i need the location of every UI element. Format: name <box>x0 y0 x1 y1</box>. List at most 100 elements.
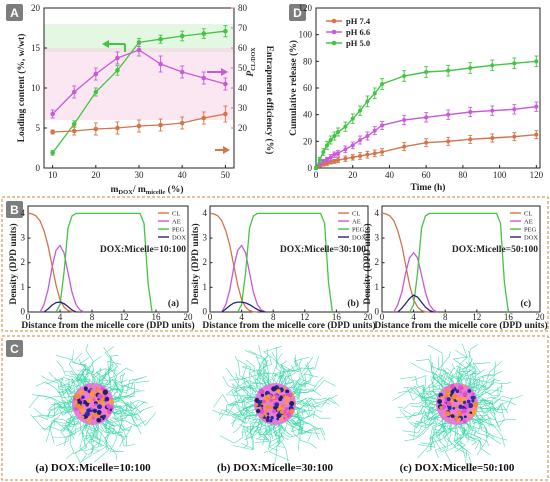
peg-strand <box>399 408 436 420</box>
y-right-tick-label: 30 <box>238 103 248 113</box>
x-axis-title: Distance from the micelle core (DPD unit… <box>21 320 194 331</box>
core-bead <box>85 403 89 407</box>
y-tick-label: 0 <box>36 163 41 173</box>
series-line-ae <box>221 244 266 313</box>
y-tick-label: 1 <box>203 282 208 292</box>
peg-strand <box>106 408 141 421</box>
data-point <box>534 104 539 109</box>
peg-strand <box>74 419 97 465</box>
core-bead <box>459 390 463 394</box>
core-bead <box>89 391 95 397</box>
data-point <box>343 156 348 161</box>
peg-strand <box>273 364 290 382</box>
x-tick-label: 0 <box>380 312 385 322</box>
peg-strand <box>72 352 89 388</box>
y-right-axis-title: Entrapment efficiency (%) <box>264 46 275 155</box>
core-bead <box>450 389 455 394</box>
x-axis-title: Time (h) <box>411 182 446 193</box>
data-point <box>332 159 337 164</box>
data-point <box>325 143 330 148</box>
peg-strand <box>289 383 306 400</box>
core-bead <box>99 390 104 395</box>
panel-a-badge: A <box>6 4 23 21</box>
peg-strand <box>112 401 140 411</box>
x-tick-label: 16 <box>332 312 342 322</box>
peg-strand <box>41 415 75 432</box>
panel-c-badge: C <box>6 340 23 357</box>
y-right-tick-label: 50 <box>238 63 248 73</box>
series-line-peg <box>409 212 510 313</box>
peg-strand <box>413 412 444 440</box>
peg-strand <box>95 421 117 461</box>
core-bead <box>285 392 289 397</box>
peg-strand <box>455 349 468 385</box>
data-point <box>50 150 55 156</box>
core-bead <box>279 417 284 421</box>
peg-strand <box>468 360 503 395</box>
core-bead <box>461 405 465 409</box>
sub-panel-label: (c) <box>520 298 531 309</box>
micelle-caption: (c) DOX:Micelle=50:100 <box>400 462 515 474</box>
peg-strand <box>473 410 502 432</box>
peg-strand <box>291 376 325 397</box>
data-point <box>372 151 377 156</box>
series-line-dox <box>43 301 77 313</box>
data-point <box>358 108 363 113</box>
peg-strand <box>273 422 285 467</box>
data-point <box>328 155 333 160</box>
y-tick-label: 1 <box>21 282 26 292</box>
panel-d-badge: D <box>289 4 306 21</box>
core-bead <box>77 400 83 405</box>
data-point <box>512 107 517 112</box>
core-bead <box>269 419 273 423</box>
y-tick-label: 80 <box>303 56 313 66</box>
peg-strand <box>268 417 290 461</box>
data-point <box>343 147 348 152</box>
panel-b-frame <box>1 196 549 332</box>
core-bead <box>282 394 286 398</box>
micelle-2 <box>212 344 340 467</box>
core-bead <box>451 394 457 400</box>
legend-label: PEG <box>352 226 365 233</box>
y-tick-label: 2 <box>203 257 208 267</box>
core-bead <box>266 415 270 419</box>
core-bead <box>457 417 461 421</box>
core-bead <box>96 409 102 415</box>
core-bead <box>260 404 264 408</box>
data-point <box>350 155 355 160</box>
peg-strand <box>278 422 289 464</box>
core-bead <box>86 398 92 404</box>
peg-strand <box>479 405 504 414</box>
data-point <box>71 89 77 95</box>
peg-strand <box>68 418 80 426</box>
peg-strand <box>432 356 448 389</box>
peg-strand <box>288 379 336 399</box>
data-point <box>317 158 322 162</box>
core-bead <box>94 403 98 407</box>
peg-strand <box>421 385 438 396</box>
peg-strand <box>227 389 254 403</box>
peg-strand <box>56 360 83 393</box>
peg-strand <box>229 400 258 411</box>
core-bead <box>269 398 273 403</box>
core-bead <box>276 389 281 394</box>
data-point <box>512 134 517 139</box>
core-bead <box>74 400 78 404</box>
data-point <box>179 33 185 39</box>
x-tick-label: 4 <box>58 312 63 322</box>
data-point <box>328 160 333 164</box>
y-tick-label: 1 <box>375 282 380 292</box>
peg-strand <box>232 409 258 424</box>
peg-strand <box>225 367 263 399</box>
core-bead <box>462 400 467 405</box>
data-point <box>71 121 77 127</box>
peg-strand <box>110 401 128 411</box>
x-tick-label: 0 <box>26 312 31 322</box>
data-point <box>336 158 341 162</box>
x-tick-label: 4 <box>411 312 416 322</box>
x-tick-label: 12 <box>300 312 309 322</box>
peg-strand <box>101 419 118 452</box>
peg-strand <box>430 376 442 390</box>
data-point <box>321 150 326 154</box>
peg-strand <box>64 370 85 393</box>
